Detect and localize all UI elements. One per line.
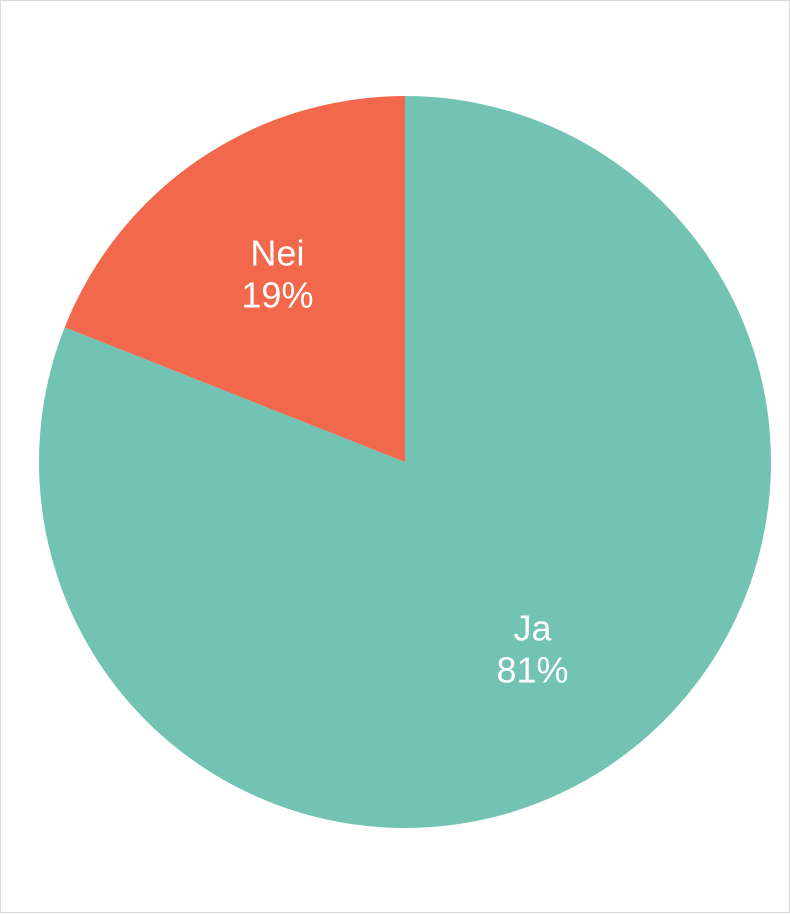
pie-slices [39,95,772,828]
pie-slice-nei [64,95,405,462]
slice-label-name-nei: Nei [250,232,304,273]
slice-label-percent-ja: 81% [497,650,569,691]
slice-label-percent-nei: 19% [241,274,313,315]
slice-label-name-ja: Ja [514,608,553,649]
pie-slice-ja [39,96,772,828]
